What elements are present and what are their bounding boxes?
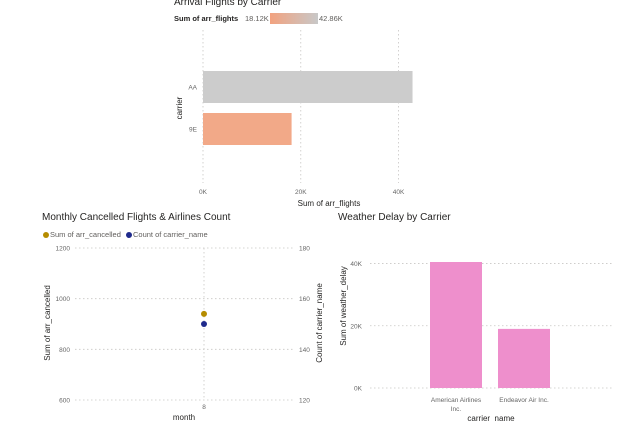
chart2-y-tick-label: 1200	[56, 246, 71, 253]
chart1-title: Arrival Flights by Carrier	[174, 0, 282, 8]
legend-label-carrier-count: Count of carrier_name	[133, 230, 208, 239]
chart2-x-axis-label: month	[173, 413, 195, 422]
chart3-title: Weather Delay by Carrier	[338, 212, 451, 223]
chart1-legend-field: Sum of arr_flights	[174, 14, 239, 23]
chart2-y-tick-label: 800	[59, 347, 70, 354]
chart2-y2-axis-label: Count of carrier_name	[315, 283, 324, 363]
chart1-x-tick-label: 40K	[393, 189, 405, 196]
chart2-y-tick-label: 600	[59, 398, 70, 405]
chart2-y-axis-label: Sum of arr_cancelled	[43, 285, 52, 361]
chart3-y-tick-label: 20K	[350, 323, 362, 330]
chart2-y2-tick-label: 160	[299, 296, 310, 303]
chart1-x-tick-label: 0K	[199, 189, 208, 196]
chart2-point	[201, 310, 207, 317]
chart3-x-tick-label: Endeavor Air Inc.	[499, 397, 549, 404]
chart2-y2-tick-label: 180	[299, 246, 310, 253]
legend-dot-carrier-count	[126, 232, 132, 238]
chart2-point	[201, 321, 207, 327]
chart1-x-axis-label: Sum of arr_flights	[298, 199, 361, 208]
chart2-y-tick-label: 1000	[56, 296, 71, 303]
chart2-title: Monthly Cancelled Flights & Airlines Cou…	[42, 212, 231, 223]
chart1-y-axis-label: carrier	[175, 96, 184, 119]
legend-dot-arr-cancelled	[43, 232, 49, 238]
chart3-y-tick-label: 40K	[350, 261, 362, 268]
chart3-x-tick-label: American Airlines Inc.	[431, 397, 482, 413]
chart2-y2-tick-label: 140	[299, 347, 310, 354]
chart1-legend-min: 18.12K	[245, 14, 269, 23]
chart2-y2-tick-label: 120	[299, 398, 310, 405]
chart3-y-axis-label: Sum of weather_delay	[339, 266, 348, 346]
chart3-bar	[430, 262, 482, 388]
chart2-x-tick-label: 8	[202, 404, 206, 411]
chart1-bar	[203, 113, 292, 145]
chart1-legend-max: 42.86K	[319, 14, 343, 23]
chart1-bar	[203, 71, 413, 103]
chart1-x-tick-label: 20K	[295, 189, 307, 196]
chart2-legend: Sum of arr_cancelled Count of carrier_na…	[42, 229, 242, 240]
chart1-legend-gradient	[270, 13, 318, 24]
chart3-x-axis-label: carrier_name	[467, 414, 515, 422]
chart3-y-tick-label: 0K	[354, 386, 363, 393]
chart1-y-tick-label: AA	[188, 85, 197, 92]
chart1-y-tick-label: 9E	[189, 127, 198, 134]
legend-label-arr-cancelled: Sum of arr_cancelled	[50, 230, 121, 239]
chart3-bar	[498, 328, 550, 388]
